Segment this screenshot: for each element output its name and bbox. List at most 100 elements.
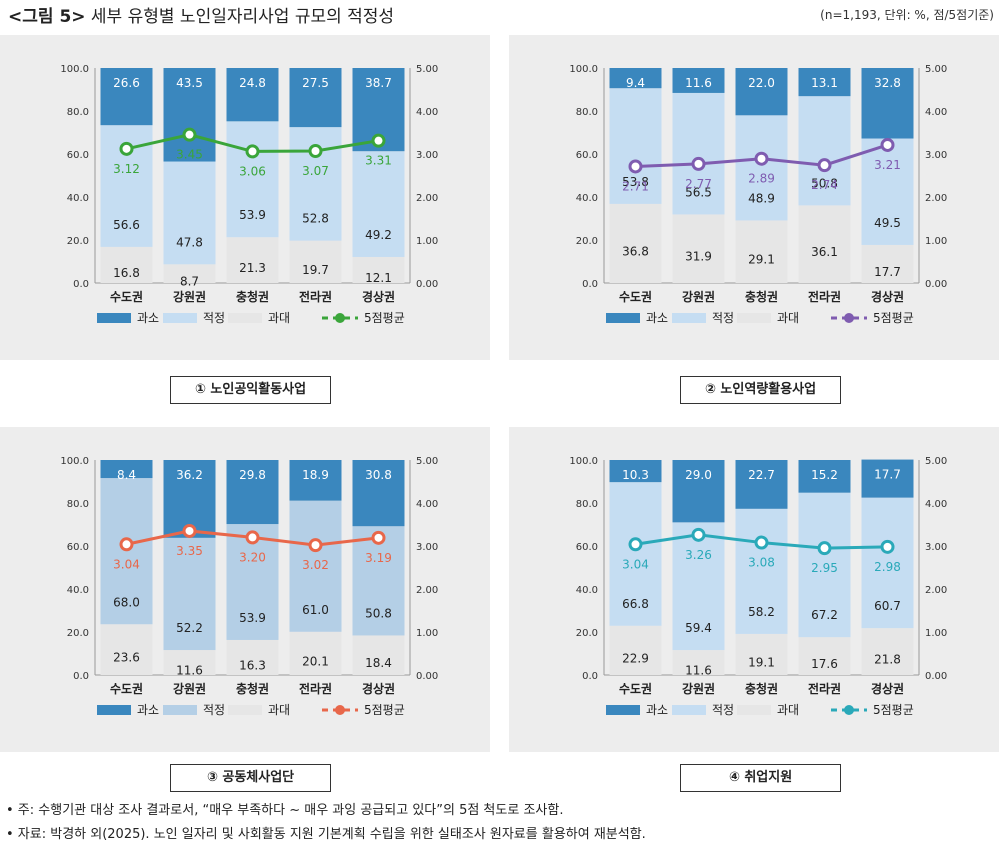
bar-under <box>735 220 788 283</box>
data-label: 50.8 <box>811 176 838 190</box>
y-tick-label: 20.0 <box>576 628 598 639</box>
data-label: 10.3 <box>622 468 649 482</box>
y2-tick-label: 0.00 <box>925 279 947 290</box>
legend-label: 과대 <box>268 703 290 717</box>
figure-notes: • 주: 수행기관 대상 조사 결과로서, “매우 부족하다 ~ 매우 과잉 공… <box>6 799 646 847</box>
y-tick-label: 0.0 <box>582 671 598 682</box>
x-tick-label: 경상권 <box>362 681 395 696</box>
data-label: 17.7 <box>874 265 901 279</box>
data-label: 21.8 <box>874 653 901 667</box>
data-label: 53.9 <box>239 208 266 222</box>
y-tick-label: 40.0 <box>576 193 598 204</box>
y2-tick-label: 3.00 <box>925 542 947 553</box>
bar-proper <box>352 151 405 257</box>
data-label: 56.6 <box>113 218 140 232</box>
data-label: 66.8 <box>622 597 649 611</box>
y-tick-label: 0.0 <box>73 279 89 290</box>
avg-label: 3.31 <box>365 154 392 168</box>
data-label: 43.5 <box>176 76 203 90</box>
data-label: 53.9 <box>239 611 266 625</box>
legend-label: 과소 <box>137 703 159 717</box>
y-tick-label: 60.0 <box>576 542 598 553</box>
bar-under <box>672 650 725 675</box>
bar-excess <box>735 68 788 116</box>
bar-excess <box>163 68 216 162</box>
avg-point <box>754 535 769 550</box>
x-tick-label: 강원권 <box>682 682 715 696</box>
y-tick-label: 0.0 <box>73 671 89 682</box>
x-tick-label: 충청권 <box>745 681 778 696</box>
bar-excess <box>861 459 914 498</box>
data-label: 29.1 <box>748 253 775 267</box>
bar-proper <box>735 508 788 634</box>
data-label: 23.6 <box>113 651 140 665</box>
bar-excess <box>100 68 153 126</box>
legend-swatch <box>163 313 197 323</box>
bar-proper <box>609 88 662 204</box>
avg-label: 2.71 <box>622 179 649 193</box>
chart-1: 0.0 20.0 40.0 60.0 80.0 100.0 0.00 1.00 2.00 3.00… <box>60 64 438 325</box>
data-label: 17.7 <box>874 468 901 482</box>
chart-3: 0.0 20.0 40.0 60.0 80.0 100.0 0.00 1.00 2.00 3.00… <box>60 456 438 717</box>
legend-label: 적정 <box>203 311 225 325</box>
y-tick-label: 60.0 <box>67 542 89 553</box>
x-tick-label: 충청권 <box>236 289 269 304</box>
x-tick-label: 전라권 <box>808 289 841 304</box>
data-label: 18.9 <box>302 468 329 482</box>
legend-label: 5점평균 <box>364 703 405 717</box>
avg-label: 3.19 <box>365 551 392 565</box>
x-tick-label: 강원권 <box>173 290 206 304</box>
avg-point <box>628 537 643 552</box>
y2-tick-label: 0.00 <box>416 279 438 290</box>
avg-label: 2.95 <box>811 561 838 575</box>
y-tick-label: 100.0 <box>60 456 89 467</box>
chart-caption-2: ② 노인역량활용사업 <box>680 376 841 404</box>
bar-under <box>861 628 914 675</box>
y-tick-label: 40.0 <box>67 585 89 596</box>
data-label: 59.4 <box>685 621 712 635</box>
bar-under <box>672 214 725 283</box>
bar-under <box>226 237 279 283</box>
y-tick-label: 20.0 <box>576 236 598 247</box>
avg-point <box>371 530 386 545</box>
avg-label: 2.89 <box>748 172 775 186</box>
data-label: 31.9 <box>685 250 712 264</box>
figure-title: <그림 5> 세부 유형별 노인일자리사업 규모의 적정성 <box>8 2 394 27</box>
data-label: 32.8 <box>874 76 901 90</box>
bar-proper <box>735 115 788 221</box>
bar-excess <box>289 68 342 128</box>
data-label: 20.1 <box>302 654 329 668</box>
chart-4: 0.0 20.0 40.0 60.0 80.0 100.0 0.00 1.00 2.00 3.00… <box>569 456 947 717</box>
data-label: 29.8 <box>239 468 266 482</box>
legend-label: 과소 <box>137 311 159 325</box>
data-label: 16.8 <box>113 266 140 280</box>
y-tick-label: 40.0 <box>67 193 89 204</box>
legend-line-marker <box>844 705 854 715</box>
data-label: 19.1 <box>748 655 775 669</box>
avg-label: 3.02 <box>302 558 329 572</box>
bar-proper <box>226 121 279 238</box>
bar-proper <box>798 492 851 638</box>
y-tick-label: 20.0 <box>67 236 89 247</box>
avg-point <box>308 538 323 553</box>
bar-under <box>163 650 216 675</box>
figure-subtitle: (n=1,193, 단위: %, 점/5점기준) <box>820 8 994 22</box>
y2-tick-label: 2.00 <box>416 193 438 204</box>
y2-tick-label: 5.00 <box>925 456 947 467</box>
legend-swatch <box>228 313 262 323</box>
data-label: 68.0 <box>113 595 140 609</box>
data-label: 22.7 <box>748 468 775 482</box>
bar-excess <box>861 68 914 139</box>
avg-label: 3.20 <box>239 550 266 564</box>
data-label: 21.3 <box>239 261 266 275</box>
y2-tick-label: 3.00 <box>416 542 438 553</box>
data-label: 60.7 <box>874 599 901 613</box>
legend-swatch <box>163 705 197 715</box>
legend-label: 과대 <box>268 311 290 325</box>
bar-proper <box>861 497 914 629</box>
data-label: 53.8 <box>622 175 649 189</box>
chart-caption-3: ③ 공동체사업단 <box>170 764 331 792</box>
bar-proper <box>672 92 725 215</box>
legend-swatch <box>97 705 131 715</box>
bar-under <box>735 633 788 675</box>
